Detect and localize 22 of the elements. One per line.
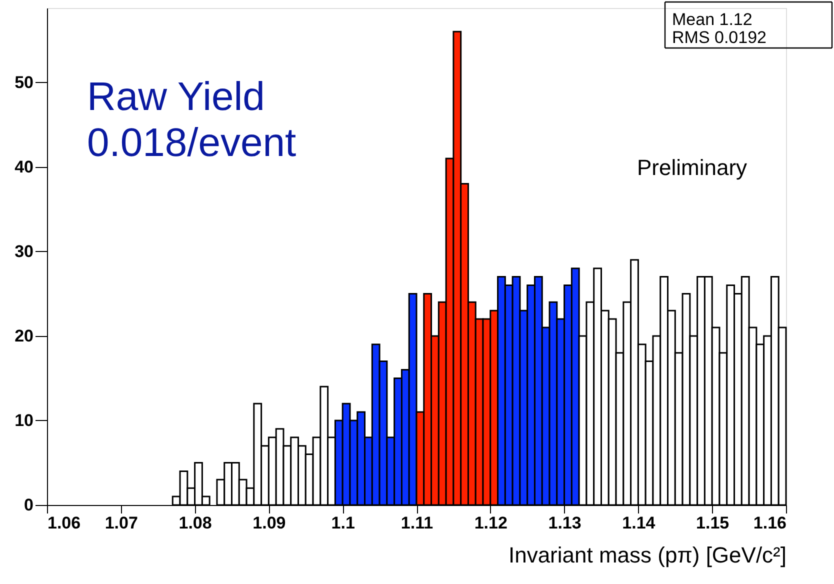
x-tick-label: 1.15 — [696, 514, 730, 532]
x-tick-label: 1.07 — [104, 514, 138, 532]
x-tick-label: 1.09 — [252, 514, 286, 532]
x-tick-label: 1.16 — [753, 514, 786, 532]
x-tick-label: 1.11 — [400, 514, 434, 532]
annotation: Mean 1.12 — [672, 10, 752, 29]
annotation: Preliminary — [637, 155, 748, 180]
y-tick-label: 30 — [14, 242, 34, 261]
x-tick-label: 1.08 — [178, 514, 212, 532]
y-tick-label: 40 — [14, 157, 34, 176]
annotation: Raw Yield 0.018/event — [87, 75, 296, 165]
x-tick-label: 1.06 — [48, 514, 81, 532]
y-tick-label: 20 — [14, 326, 34, 346]
x-tick-label: 1.1 — [331, 514, 355, 532]
y-tick-label: 0 — [24, 496, 34, 514]
annotation: RMS 0.0192 — [672, 28, 766, 47]
y-tick-label: 50 — [14, 72, 34, 92]
x-tick-label: 1.13 — [548, 514, 582, 532]
x-tick-label: 1.12 — [474, 514, 508, 532]
x-axis-title: Invariant mass (pπ) [GeV/c²] — [508, 542, 786, 568]
y-tick-label: 10 — [14, 410, 34, 430]
x-tick-label: 1.14 — [622, 514, 656, 532]
